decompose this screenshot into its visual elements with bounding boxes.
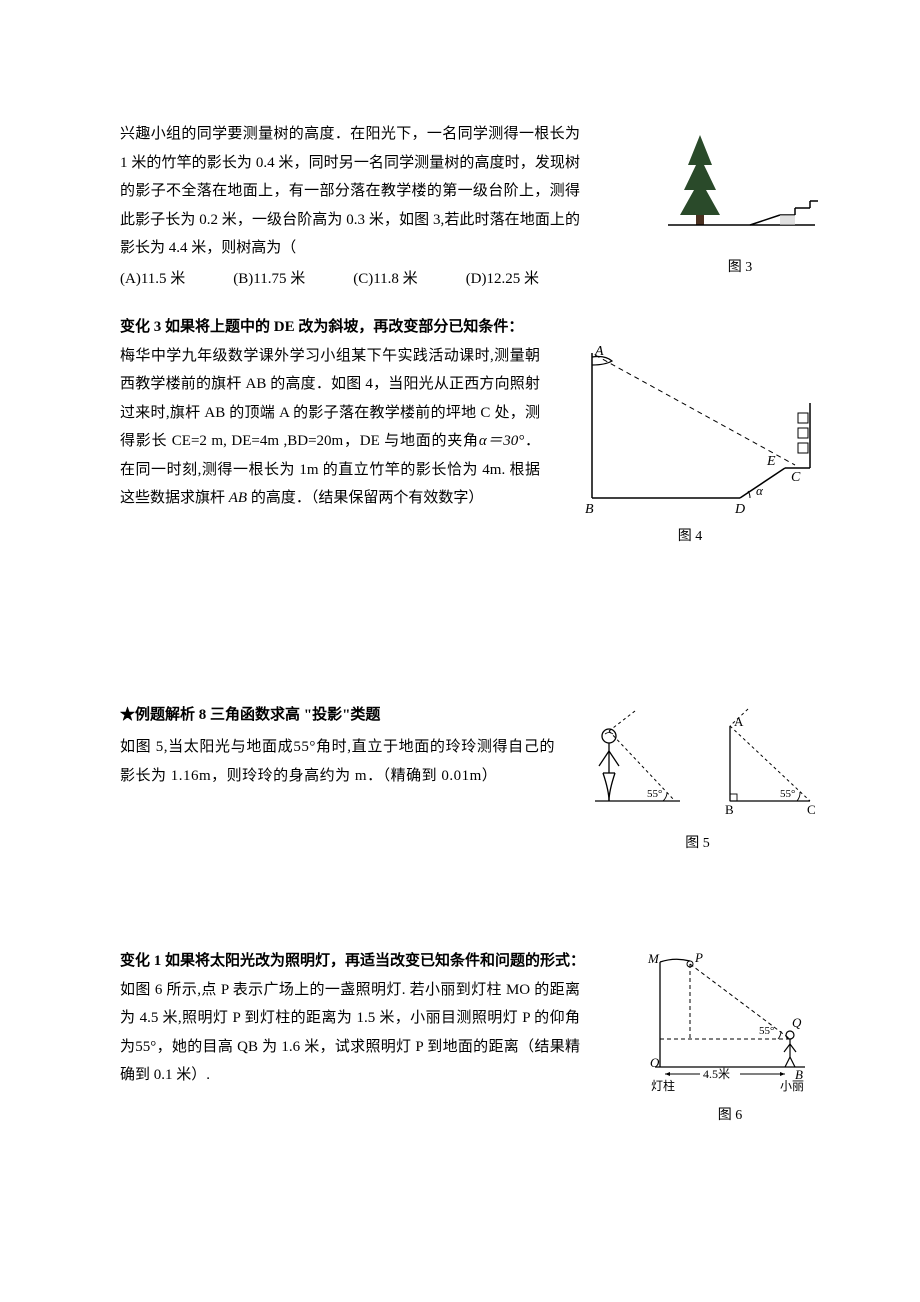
variation-1-title: 变化 1 如果将太阳光改为照明灯，再适当改变已知条件和问题的形式：	[120, 947, 600, 976]
svg-text:B: B	[585, 502, 594, 517]
example-8: 55° 55° A B C 图 5 ★例题解析 8 三角函数求高 "投影"类题 …	[120, 701, 820, 858]
svg-text:55°: 55°	[647, 788, 662, 800]
variation-3-title: 变化 3 如果将上题中的 DE 改为斜坡，再改变部分已知条件：	[120, 313, 820, 342]
variation-1-text: 如图 6 所示,点 P 表示广场上的一盏照明灯. 若小丽到灯柱 MO 的距离为 …	[120, 976, 580, 1090]
svg-text:B: B	[725, 802, 734, 817]
figure-3: 图 3	[660, 120, 820, 282]
option-a: (A)11.5 米	[120, 265, 185, 294]
svg-text:灯柱: 灯柱	[651, 1078, 675, 1093]
svg-text:55°: 55°	[780, 788, 795, 800]
figure-3-caption: 图 3	[660, 255, 820, 282]
figure-4: A B D E C α 图 4	[560, 343, 820, 551]
svg-text:O: O	[650, 1055, 660, 1070]
variation-3-text: 梅华中学九年级数学课外学习小组某下午实践活动课时,测量朝西教学楼前的旗杆 AB …	[120, 342, 540, 513]
streetlight-diagram: 55° M P O Q B 4.5米 灯柱 小丽	[640, 947, 820, 1097]
option-c: (C)11.8 米	[353, 265, 417, 294]
svg-text:C: C	[807, 802, 816, 817]
figure-6: 55° M P O Q B 4.5米 灯柱 小丽 图 6	[640, 947, 820, 1130]
svg-text:M: M	[647, 951, 660, 966]
figure-6-caption: 图 6	[640, 1103, 820, 1130]
svg-text:P: P	[694, 950, 703, 965]
svg-text:D: D	[734, 502, 745, 517]
option-b: (B)11.75 米	[233, 265, 305, 294]
figure-4-caption: 图 4	[560, 524, 820, 551]
svg-text:55°: 55°	[759, 1025, 774, 1037]
problem-1-text: 兴趣小组的同学要测量树的高度．在阳光下，一名同学测得一根长为 1 米的竹竿的影长…	[120, 120, 580, 263]
svg-text:α: α	[756, 483, 764, 498]
example-8-text: 如图 5,当太阳光与地面成55°角时,直立于地面的玲玲测得自己的影长为 1.16…	[120, 733, 560, 790]
svg-text:A: A	[594, 344, 604, 359]
shadow-diagram: 55° 55° A B C	[575, 701, 820, 821]
svg-text:4.5米: 4.5米	[703, 1067, 730, 1081]
problem-tree-height: 图 3 兴趣小组的同学要测量树的高度．在阳光下，一名同学测得一根长为 1 米的竹…	[120, 120, 820, 293]
svg-text:E: E	[766, 454, 776, 469]
problem-1-options: (A)11.5 米 (B)11.75 米 (C)11.8 米 (D)12.25 …	[120, 265, 640, 294]
variation-1: 55° M P O Q B 4.5米 灯柱 小丽 图 6 变化 1 如果将太阳光…	[120, 947, 820, 1130]
tree-diagram	[660, 120, 820, 235]
svg-text:A: A	[734, 714, 744, 729]
svg-text:Q: Q	[792, 1015, 802, 1030]
figure-5: 55° 55° A B C 图 5	[575, 701, 820, 858]
figure-5-caption: 图 5	[575, 831, 820, 858]
svg-text:C: C	[791, 470, 801, 485]
svg-text:小丽: 小丽	[780, 1079, 804, 1093]
variation-3: A B D E C α 图 4 变化 3 如果将上题中的 DE 改为斜坡，再改变…	[120, 313, 820, 551]
option-d: (D)12.25 米	[466, 265, 539, 294]
flagpole-diagram: A B D E C α	[560, 343, 820, 518]
